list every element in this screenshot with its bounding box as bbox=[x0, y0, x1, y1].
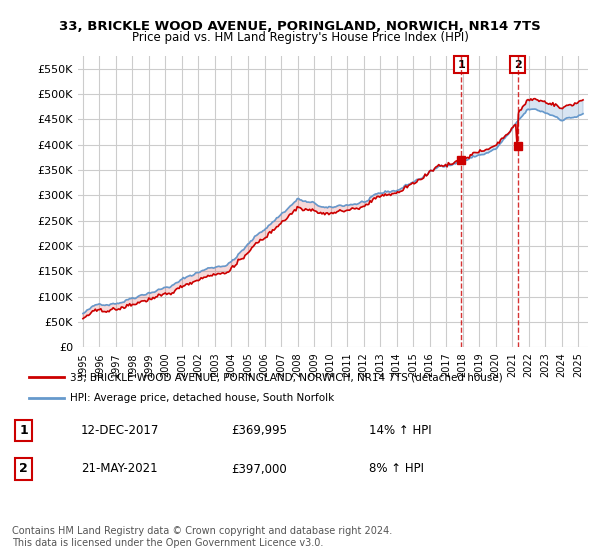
Text: 12-DEC-2017: 12-DEC-2017 bbox=[81, 424, 160, 437]
Text: 21-MAY-2021: 21-MAY-2021 bbox=[81, 463, 158, 475]
Text: 1: 1 bbox=[457, 60, 465, 70]
Text: HPI: Average price, detached house, South Norfolk: HPI: Average price, detached house, Sout… bbox=[70, 393, 334, 403]
Text: 33, BRICKLE WOOD AVENUE, PORINGLAND, NORWICH, NR14 7TS: 33, BRICKLE WOOD AVENUE, PORINGLAND, NOR… bbox=[59, 20, 541, 32]
Text: Contains HM Land Registry data © Crown copyright and database right 2024.
This d: Contains HM Land Registry data © Crown c… bbox=[12, 526, 392, 548]
Text: 2: 2 bbox=[19, 463, 28, 475]
Text: 33, BRICKLE WOOD AVENUE, PORINGLAND, NORWICH, NR14 7TS (detached house): 33, BRICKLE WOOD AVENUE, PORINGLAND, NOR… bbox=[70, 372, 502, 382]
Text: 14% ↑ HPI: 14% ↑ HPI bbox=[369, 424, 432, 437]
Text: Price paid vs. HM Land Registry's House Price Index (HPI): Price paid vs. HM Land Registry's House … bbox=[131, 31, 469, 44]
Text: 1: 1 bbox=[19, 424, 28, 437]
Text: 2: 2 bbox=[514, 60, 521, 70]
Text: 8% ↑ HPI: 8% ↑ HPI bbox=[369, 463, 424, 475]
Text: £369,995: £369,995 bbox=[231, 424, 287, 437]
Text: £397,000: £397,000 bbox=[231, 463, 287, 475]
